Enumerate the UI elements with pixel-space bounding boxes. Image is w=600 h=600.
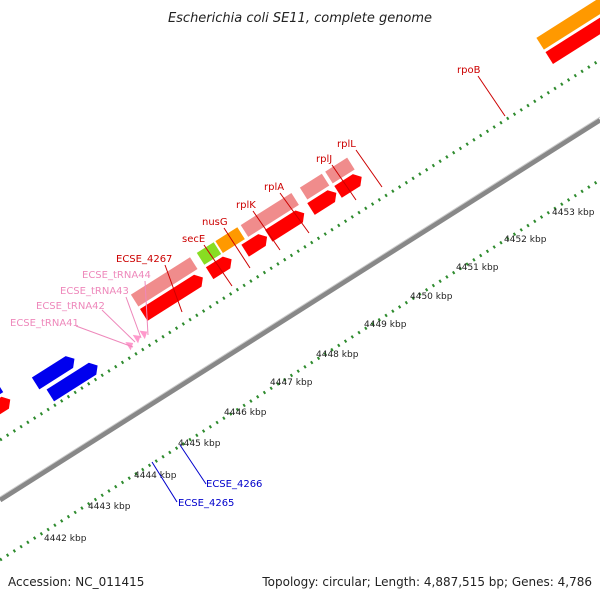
trna42-feature[interactable] xyxy=(125,339,135,351)
kbp-label-4449: 4449 kbp xyxy=(364,320,407,330)
left-red-cds-1[interactable] xyxy=(0,394,14,439)
kbp-label-4447: 4447 kbp xyxy=(270,378,313,388)
rplL-gene[interactable] xyxy=(325,157,355,184)
kbp-label-4446: 4446 kbp xyxy=(224,408,267,418)
ecse-4265-cds[interactable] xyxy=(46,360,102,402)
kbp-label-4445: 4445 kbp xyxy=(178,439,221,449)
rplA-gene[interactable] xyxy=(240,192,299,237)
kbp-label-4450: 4450 kbp xyxy=(410,292,453,302)
kbp-label-4451: 4451 kbp xyxy=(456,263,499,273)
trna44-feature[interactable] xyxy=(132,332,143,344)
rplJ-gene[interactable] xyxy=(299,173,330,200)
kbp-label-4448: 4448 kbp xyxy=(316,350,359,360)
rplJ-cds[interactable] xyxy=(307,187,340,215)
kbp-label-4452: 4452 kbp xyxy=(504,235,547,245)
gene-label-rplA: rplA xyxy=(264,182,284,193)
gene-label-trna42: ECSE_tRNA42 xyxy=(36,301,105,312)
kbp-label-4453: 4453 kbp xyxy=(552,208,595,218)
nusG-gene[interactable] xyxy=(215,227,245,253)
gene-label-trna43: ECSE_tRNA43 xyxy=(60,286,129,297)
secE-gene[interactable] xyxy=(196,242,222,265)
gene-label-ecse-4265: ECSE_4265 xyxy=(178,498,234,509)
gene-label-rplL: rplL xyxy=(337,139,356,150)
rplA-cds[interactable] xyxy=(265,207,308,242)
kbp-label-4443: 4443 kbp xyxy=(88,502,131,512)
label-leaders xyxy=(75,75,506,503)
gene-label-ecse-4266: ECSE_4266 xyxy=(206,479,262,490)
ecse-4267-cds[interactable] xyxy=(139,272,207,321)
gene-label-trna41: ECSE_tRNA41 xyxy=(10,318,79,329)
map-title: Escherichia coli SE11, complete genome xyxy=(168,11,432,26)
ecse-4267-gene[interactable] xyxy=(130,257,198,307)
gene-label-rpoB: rpoB xyxy=(457,65,481,76)
rplK-cds[interactable] xyxy=(241,231,270,257)
accession-text: Accession: NC_011415 xyxy=(8,575,144,589)
feature-track xyxy=(0,0,600,439)
secE-cds[interactable] xyxy=(205,253,235,280)
ecse-4266-cds[interactable] xyxy=(31,353,78,390)
trna43-feature[interactable] xyxy=(139,327,149,340)
gene-label-rplK: rplK xyxy=(236,200,256,211)
gene-label-rplJ: rplJ xyxy=(316,154,332,165)
gene-label-ecse-4267: ECSE_4267 xyxy=(116,254,172,265)
rplL-cds[interactable] xyxy=(334,171,365,198)
topology-text: Topology: circular; Length: 4,887,515 bp… xyxy=(261,575,592,589)
genome-backbone xyxy=(0,117,600,503)
kbp-label-4444: 4444 kbp xyxy=(134,471,177,481)
gene-label-nusG: nusG xyxy=(202,217,228,228)
gene-label-secE: secE xyxy=(182,234,205,245)
kbp-label-4442: 4442 kbp xyxy=(44,534,87,544)
gene-label-trna44: ECSE_tRNA44 xyxy=(82,270,151,281)
